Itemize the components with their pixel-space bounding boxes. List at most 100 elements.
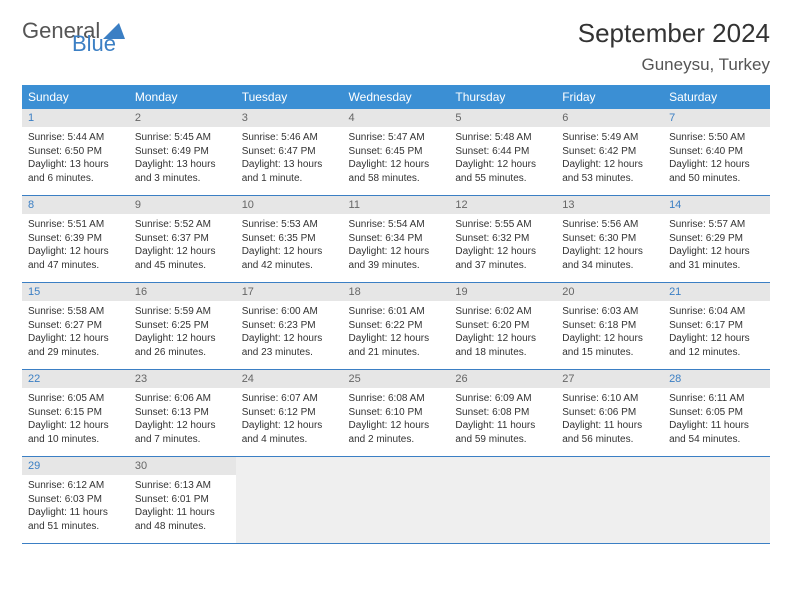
sunset-text: Sunset: 6:49 PM [135, 145, 230, 159]
day-number: 2 [129, 109, 236, 127]
sunrise-text: Sunrise: 6:03 AM [562, 305, 657, 319]
sunrise-text: Sunrise: 6:00 AM [242, 305, 337, 319]
daynum-row: 2930 [22, 457, 770, 476]
day-number: 26 [449, 370, 556, 389]
day2-text: and 37 minutes. [455, 259, 550, 273]
day1-text: Daylight: 12 hours [28, 332, 123, 346]
sunrise-text: Sunrise: 5:51 AM [28, 218, 123, 232]
day2-text: and 48 minutes. [135, 520, 230, 534]
day-cell: Sunrise: 6:04 AMSunset: 6:17 PMDaylight:… [663, 301, 770, 370]
day-cell: Sunrise: 5:55 AMSunset: 6:32 PMDaylight:… [449, 214, 556, 283]
day-cell: Sunrise: 5:50 AMSunset: 6:40 PMDaylight:… [663, 127, 770, 196]
day1-text: Daylight: 12 hours [242, 332, 337, 346]
sunrise-text: Sunrise: 6:06 AM [135, 392, 230, 406]
day-cell: Sunrise: 6:09 AMSunset: 6:08 PMDaylight:… [449, 388, 556, 457]
weekday-monday: Monday [129, 85, 236, 109]
sunset-text: Sunset: 6:22 PM [349, 319, 444, 333]
day2-text: and 54 minutes. [669, 433, 764, 447]
day2-text: and 6 minutes. [28, 172, 123, 186]
day-number: 9 [129, 196, 236, 215]
day-cell: Sunrise: 6:12 AMSunset: 6:03 PMDaylight:… [22, 475, 129, 544]
sunrise-text: Sunrise: 5:49 AM [562, 131, 657, 145]
day1-text: Daylight: 11 hours [562, 419, 657, 433]
day-number: 25 [343, 370, 450, 389]
sunrise-text: Sunrise: 6:04 AM [669, 305, 764, 319]
day2-text: and 12 minutes. [669, 346, 764, 360]
day-number: 4 [343, 109, 450, 127]
weekday-header-row: Sunday Monday Tuesday Wednesday Thursday… [22, 85, 770, 109]
day-number: 3 [236, 109, 343, 127]
day-number: 27 [556, 370, 663, 389]
sunset-text: Sunset: 6:45 PM [349, 145, 444, 159]
sunset-text: Sunset: 6:15 PM [28, 406, 123, 420]
day-number: 14 [663, 196, 770, 215]
daynum-row: 22232425262728 [22, 370, 770, 389]
sunset-text: Sunset: 6:27 PM [28, 319, 123, 333]
day-cell: Sunrise: 5:57 AMSunset: 6:29 PMDaylight:… [663, 214, 770, 283]
day-number: 10 [236, 196, 343, 215]
day2-text: and 4 minutes. [242, 433, 337, 447]
calendar-table: Sunday Monday Tuesday Wednesday Thursday… [22, 85, 770, 544]
sunrise-text: Sunrise: 5:45 AM [135, 131, 230, 145]
day1-text: Daylight: 12 hours [135, 332, 230, 346]
day-number: 30 [129, 457, 236, 476]
day1-text: Daylight: 12 hours [349, 332, 444, 346]
day2-text: and 23 minutes. [242, 346, 337, 360]
sunset-text: Sunset: 6:10 PM [349, 406, 444, 420]
day-number [236, 457, 343, 476]
day-number: 16 [129, 283, 236, 302]
day-number [663, 457, 770, 476]
sunrise-text: Sunrise: 5:48 AM [455, 131, 550, 145]
sunrise-text: Sunrise: 6:07 AM [242, 392, 337, 406]
day1-text: Daylight: 12 hours [562, 245, 657, 259]
day1-text: Daylight: 11 hours [28, 506, 123, 520]
day-cell: Sunrise: 6:06 AMSunset: 6:13 PMDaylight:… [129, 388, 236, 457]
sunrise-text: Sunrise: 6:11 AM [669, 392, 764, 406]
day-number: 23 [129, 370, 236, 389]
logo-text-2: Blue [72, 31, 116, 57]
day-cell: Sunrise: 5:49 AMSunset: 6:42 PMDaylight:… [556, 127, 663, 196]
day2-text: and 18 minutes. [455, 346, 550, 360]
sunset-text: Sunset: 6:34 PM [349, 232, 444, 246]
sunrise-text: Sunrise: 5:55 AM [455, 218, 550, 232]
day2-text: and 59 minutes. [455, 433, 550, 447]
daynum-row: 891011121314 [22, 196, 770, 215]
day-number [343, 457, 450, 476]
logo: General Blue [22, 18, 125, 44]
sunset-text: Sunset: 6:29 PM [669, 232, 764, 246]
day1-text: Daylight: 13 hours [28, 158, 123, 172]
day-cell: Sunrise: 6:02 AMSunset: 6:20 PMDaylight:… [449, 301, 556, 370]
sunset-text: Sunset: 6:01 PM [135, 493, 230, 507]
day2-text: and 47 minutes. [28, 259, 123, 273]
weekday-saturday: Saturday [663, 85, 770, 109]
sunrise-text: Sunrise: 5:59 AM [135, 305, 230, 319]
day-cell: Sunrise: 5:44 AMSunset: 6:50 PMDaylight:… [22, 127, 129, 196]
day1-text: Daylight: 12 hours [135, 245, 230, 259]
day-cell: Sunrise: 5:52 AMSunset: 6:37 PMDaylight:… [129, 214, 236, 283]
day-number: 29 [22, 457, 129, 476]
day2-text: and 26 minutes. [135, 346, 230, 360]
day-cell [343, 475, 450, 544]
day1-text: Daylight: 12 hours [669, 158, 764, 172]
sunrise-text: Sunrise: 5:47 AM [349, 131, 444, 145]
day1-text: Daylight: 12 hours [242, 419, 337, 433]
day1-text: Daylight: 12 hours [349, 419, 444, 433]
day1-text: Daylight: 12 hours [455, 158, 550, 172]
day-number: 18 [343, 283, 450, 302]
day1-text: Daylight: 12 hours [349, 245, 444, 259]
day-number: 1 [22, 109, 129, 127]
day-number: 28 [663, 370, 770, 389]
day1-text: Daylight: 12 hours [562, 332, 657, 346]
day-cell: Sunrise: 5:46 AMSunset: 6:47 PMDaylight:… [236, 127, 343, 196]
day-number [556, 457, 663, 476]
day2-text: and 3 minutes. [135, 172, 230, 186]
day2-text: and 55 minutes. [455, 172, 550, 186]
sunset-text: Sunset: 6:47 PM [242, 145, 337, 159]
sunset-text: Sunset: 6:03 PM [28, 493, 123, 507]
sunrise-text: Sunrise: 5:57 AM [669, 218, 764, 232]
day-number: 24 [236, 370, 343, 389]
day1-text: Daylight: 12 hours [28, 245, 123, 259]
day2-text: and 51 minutes. [28, 520, 123, 534]
day1-text: Daylight: 12 hours [28, 419, 123, 433]
day-number: 19 [449, 283, 556, 302]
